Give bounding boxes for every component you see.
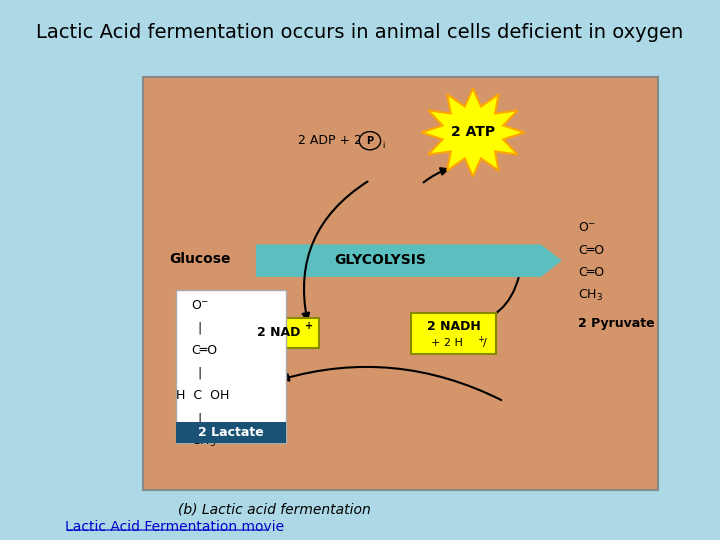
Text: +: +	[305, 321, 313, 331]
Text: |: |	[198, 322, 202, 335]
Text: CH$_3$: CH$_3$	[192, 434, 217, 449]
Text: Lactic Acid fermentation occurs in animal cells deficient in oxygen: Lactic Acid fermentation occurs in anima…	[37, 23, 683, 42]
Text: 2 NADH: 2 NADH	[427, 320, 480, 333]
Text: C═O: C═O	[578, 244, 605, 256]
Text: /: /	[483, 338, 487, 348]
Text: CH$_3$: CH$_3$	[578, 288, 603, 303]
Text: i: i	[382, 141, 385, 150]
Text: 2 ADP + 2: 2 ADP + 2	[298, 134, 366, 147]
Text: |: |	[198, 412, 202, 425]
FancyBboxPatch shape	[244, 318, 319, 348]
Text: H  C  OH: H C OH	[176, 389, 229, 402]
FancyArrow shape	[256, 245, 561, 276]
Text: Glucose: Glucose	[169, 252, 230, 266]
Text: +: +	[477, 335, 485, 344]
Text: C═O: C═O	[192, 345, 217, 357]
FancyBboxPatch shape	[176, 422, 286, 443]
Text: Lactic Acid Fermentation movie: Lactic Acid Fermentation movie	[65, 520, 284, 534]
FancyBboxPatch shape	[411, 313, 496, 354]
Text: + 2 H: + 2 H	[431, 338, 463, 348]
Text: C═O: C═O	[578, 266, 605, 279]
Text: |: |	[198, 367, 202, 380]
Circle shape	[359, 132, 381, 150]
Text: O$^{-}$: O$^{-}$	[578, 221, 597, 234]
Text: GLYCOLYSIS: GLYCOLYSIS	[334, 253, 426, 267]
Text: P: P	[366, 136, 374, 146]
Text: O$^{-}$: O$^{-}$	[192, 299, 210, 312]
Text: 2 NAD: 2 NAD	[256, 326, 300, 339]
Text: 2 ATP: 2 ATP	[451, 125, 495, 139]
Text: (b) Lactic acid fermentation: (b) Lactic acid fermentation	[178, 502, 371, 516]
Text: 2 Pyruvate: 2 Pyruvate	[578, 317, 655, 330]
Polygon shape	[421, 89, 524, 177]
Text: 2 Lactate: 2 Lactate	[198, 426, 264, 439]
FancyBboxPatch shape	[143, 77, 658, 490]
FancyBboxPatch shape	[176, 289, 286, 443]
